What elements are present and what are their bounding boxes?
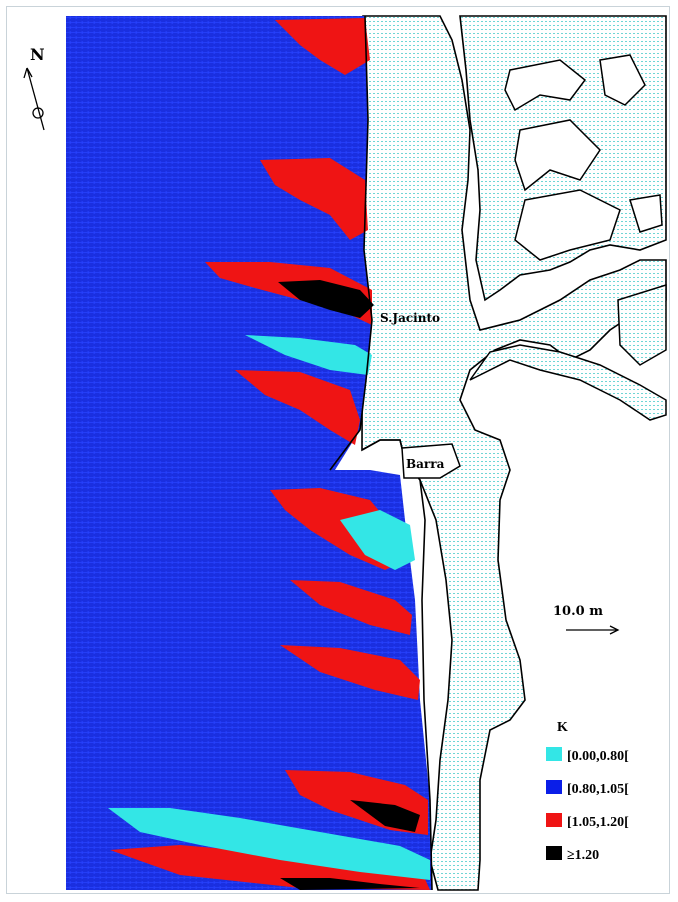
barra-box [401,443,461,479]
legend-swatch-black [546,846,562,860]
figure-border [6,6,670,894]
north-arrow-head [23,67,33,79]
north-arrow-shaft [26,67,45,131]
island [599,54,646,106]
sea-vector-field [66,16,432,890]
scale-bar: 10.0 m [553,604,620,635]
main-channel [361,15,667,891]
cyan-zones [108,335,430,880]
side-channel [617,283,667,366]
place-label-barra: Barra [406,457,445,471]
estuary-channels [361,15,667,891]
legend-label-cyan: [0.00,0.80[ [567,749,629,764]
black-zones [278,280,420,890]
place-label-sjacinto: S.Jacinto [380,311,440,325]
coastline [329,15,433,891]
legend-label-black: ≥1.20 [567,848,599,863]
north-label: N [30,45,45,64]
island [514,119,601,192]
island [514,189,621,261]
legend-swatch-red [546,813,562,827]
north-arrow-circle [32,107,44,119]
legend-title: K [557,720,568,735]
scale-arrow-head [609,625,620,635]
north-arrow: N [23,45,45,131]
island [629,194,663,233]
legend: K [0.00,0.80[ [0.80,1.05[ [1.05,1.20[ ≥1… [546,720,629,863]
scale-label: 10.0 m [553,604,603,619]
legend-label-blue: [0.80,1.05[ [567,782,629,797]
legend-swatch-cyan [546,747,562,761]
legend-swatch-blue [546,780,562,794]
legend-label-red: [1.05,1.20[ [567,815,629,830]
island [504,59,587,112]
east-channel [469,344,667,421]
